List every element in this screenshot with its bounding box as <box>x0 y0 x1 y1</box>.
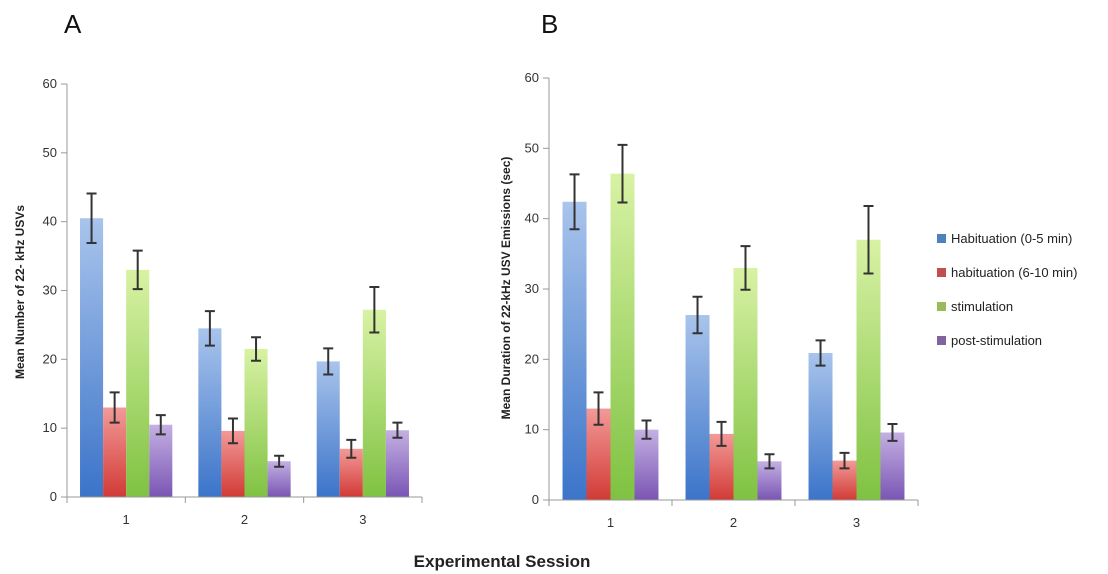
panel-b-error-bars <box>569 143 898 470</box>
legend-label-habituation-0-5: Habituation (0-5 min) <box>951 231 1072 246</box>
panel-a-y-tick-label: 60 <box>43 76 57 91</box>
panel-b-x-tick-label: 3 <box>853 515 860 530</box>
panel-a-y-tick-label: 50 <box>43 145 57 160</box>
panel-b-error-bar-habituation-0-5-session-3 <box>815 339 826 367</box>
panel-a-bars <box>80 218 409 497</box>
panel-b-bar-habituation-6-10-session-1 <box>586 408 611 500</box>
legend-swatch-stimulation <box>937 302 946 311</box>
panel-a-letter: A <box>64 9 82 39</box>
panel-a-bar-stimulation-session-1 <box>126 269 150 497</box>
panel-a-error-bar-habituation-0-5-session-1 <box>86 192 97 245</box>
panel-b-y-ticks: 0 10 20 30 40 50 60 <box>525 70 549 507</box>
panel-a-x-tick-label: 1 <box>123 512 130 527</box>
panel-a-y-axis-title: Mean Number of 22- kHz USVs <box>13 205 27 379</box>
panel-b-y-tick-label: 0 <box>532 492 539 507</box>
panel-a-y-ticks: 0 10 20 30 40 50 60 <box>43 76 67 504</box>
legend-label-habituation-6-10: habituation (6-10 min) <box>951 265 1077 280</box>
legend: Habituation (0-5 min) habituation (6-10 m… <box>937 231 1077 348</box>
panel-b: B Mean Duration of 22-kHz USV Emissions … <box>499 9 919 530</box>
panel-a: A Mean Number of 22- kHz USVs 0 10 20 30 40 5… <box>13 9 423 527</box>
panel-b-bar-stimulation-session-2 <box>733 267 758 500</box>
panel-a-bar-habituation-0-5-session-2 <box>198 328 222 497</box>
panel-a-error-bar-stimulation-session-1 <box>132 249 143 291</box>
panel-a-bar-post-stimulation-session-1 <box>149 424 173 497</box>
panel-a-bar-post-stimulation-session-3 <box>385 430 409 497</box>
panel-a-x-ticks: 1 2 3 <box>66 497 423 527</box>
panel-b-error-bar-stimulation-session-3 <box>863 205 874 275</box>
panel-b-error-bar-post-stimulation-session-1 <box>641 419 652 440</box>
panel-a-y-tick-label: 0 <box>50 489 57 504</box>
legend-item-stimulation: stimulation <box>937 299 1013 314</box>
legend-swatch-habituation-6-10 <box>937 268 946 277</box>
panel-a-error-bar-habituation-6-10-session-2 <box>227 417 238 445</box>
panel-a-bar-habituation-6-10-session-2 <box>221 430 245 497</box>
panel-b-x-ticks: 1 2 3 <box>548 500 919 530</box>
panel-b-bar-habituation-6-10-session-3 <box>832 460 857 500</box>
panel-b-error-bar-stimulation-session-2 <box>740 245 751 291</box>
panel-b-bar-stimulation-session-1 <box>610 173 635 501</box>
panel-b-bars <box>562 173 905 501</box>
panel-a-error-bar-habituation-6-10-session-3 <box>346 438 357 459</box>
panel-b-x-tick-label: 2 <box>730 515 737 530</box>
panel-b-letter: B <box>541 9 558 39</box>
panel-b-error-bar-habituation-6-10-session-1 <box>593 391 604 426</box>
panel-b-bar-habituation-0-5-session-3 <box>808 353 833 500</box>
panel-b-y-tick-label: 40 <box>525 211 539 226</box>
panel-b-y-tick-label: 10 <box>525 422 539 437</box>
panel-a-bar-post-stimulation-session-2 <box>267 461 291 497</box>
panel-b-y-tick-label: 50 <box>525 140 539 155</box>
panel-b-bar-stimulation-session-3 <box>856 239 881 500</box>
panel-b-error-bar-post-stimulation-session-2 <box>764 453 775 470</box>
legend-item-habituation-0-5: Habituation (0-5 min) <box>937 231 1072 246</box>
legend-swatch-habituation-0-5 <box>937 234 946 243</box>
panel-a-error-bars <box>86 192 403 468</box>
panel-b-y-axis-title: Mean Duration of 22-kHz USV Emissions (s… <box>499 157 513 420</box>
panel-b-bar-post-stimulation-session-1 <box>634 429 659 500</box>
panel-b-error-bar-habituation-6-10-session-3 <box>839 451 850 470</box>
x-axis-title: Experimental Session <box>414 552 591 571</box>
panel-a-error-bar-habituation-0-5-session-3 <box>323 347 334 376</box>
panel-b-y-tick-label: 60 <box>525 70 539 85</box>
legend-item-habituation-6-10: habituation (6-10 min) <box>937 265 1077 280</box>
panel-a-bar-habituation-0-5-session-1 <box>80 218 104 497</box>
panel-a-x-tick-label: 3 <box>359 512 366 527</box>
panel-b-y-tick-label: 20 <box>525 351 539 366</box>
panel-a-error-bar-habituation-0-5-session-2 <box>204 310 215 347</box>
panel-b-y-tick-label: 30 <box>525 281 539 296</box>
panel-b-error-bar-post-stimulation-session-3 <box>887 423 898 442</box>
panel-b-bar-post-stimulation-session-3 <box>880 432 905 500</box>
panel-b-error-bar-stimulation-session-1 <box>617 143 628 204</box>
legend-label-stimulation: stimulation <box>951 299 1013 314</box>
panel-a-error-bar-stimulation-session-3 <box>369 286 380 334</box>
panel-b-error-bar-habituation-6-10-session-2 <box>716 420 727 447</box>
panel-a-x-tick-label: 2 <box>241 512 248 527</box>
panel-b-bar-post-stimulation-session-2 <box>757 461 782 500</box>
panel-a-bar-habituation-0-5-session-3 <box>316 361 340 497</box>
panel-a-error-bar-post-stimulation-session-2 <box>274 454 285 468</box>
panel-a-error-bar-stimulation-session-2 <box>251 336 262 362</box>
panel-b-bar-habituation-0-5-session-1 <box>562 201 587 500</box>
panel-a-bar-stimulation-session-2 <box>244 349 268 497</box>
panel-a-bar-habituation-6-10-session-1 <box>103 407 127 497</box>
panel-a-bar-stimulation-session-3 <box>362 309 386 497</box>
panel-a-y-tick-label: 40 <box>43 214 57 229</box>
legend-swatch-post-stimulation <box>937 336 946 345</box>
panel-b-error-bar-habituation-0-5-session-1 <box>569 173 580 231</box>
panel-a-bar-habituation-6-10-session-3 <box>339 448 363 497</box>
legend-item-post-stimulation: post-stimulation <box>937 333 1042 348</box>
panel-a-error-bar-post-stimulation-session-3 <box>392 421 403 439</box>
panel-b-bar-habituation-6-10-session-2 <box>709 433 734 500</box>
panel-a-error-bar-post-stimulation-session-1 <box>155 414 166 436</box>
panel-b-x-tick-label: 1 <box>607 515 614 530</box>
panel-b-error-bar-habituation-0-5-session-2 <box>692 295 703 335</box>
panel-a-y-tick-label: 30 <box>43 283 57 298</box>
panel-a-error-bar-habituation-6-10-session-1 <box>109 391 120 424</box>
legend-label-post-stimulation: post-stimulation <box>951 333 1042 348</box>
panel-a-y-tick-label: 10 <box>43 420 57 435</box>
panel-a-y-tick-label: 20 <box>43 351 57 366</box>
panel-b-bar-habituation-0-5-session-2 <box>685 315 710 500</box>
